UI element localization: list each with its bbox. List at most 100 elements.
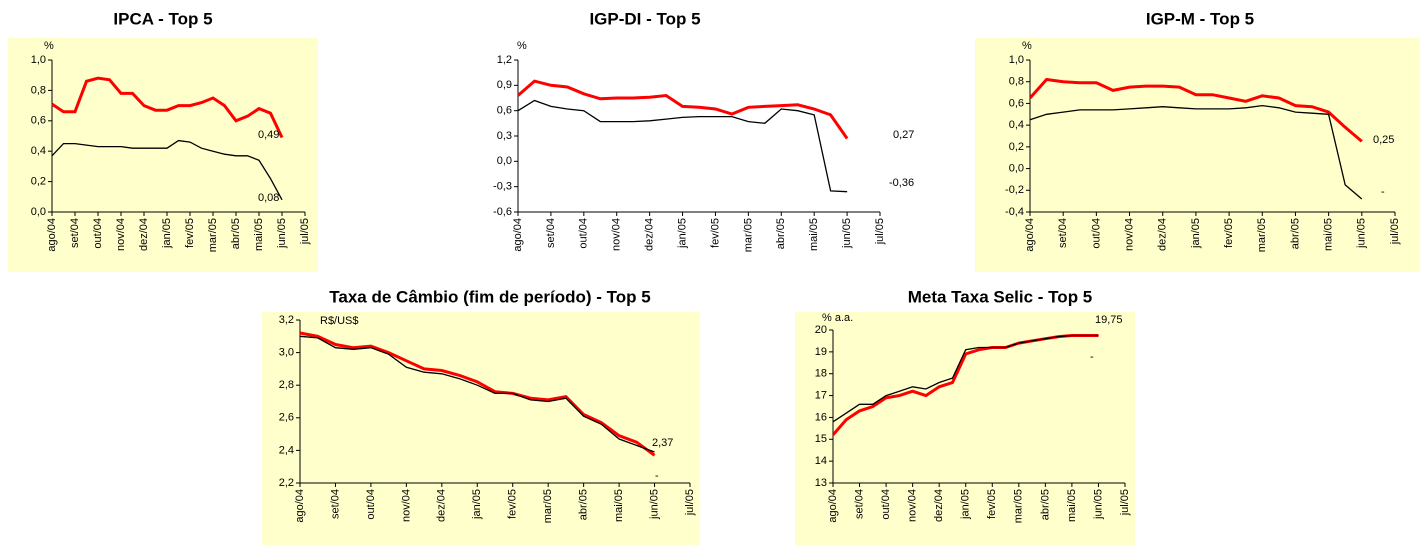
x-tick-label: abr/05: [1289, 218, 1301, 249]
y-tick-label: 17: [815, 389, 827, 401]
y-axis-unit: R$/US$: [320, 315, 359, 327]
x-tick-label: mai/05: [808, 218, 820, 251]
x-tick-label: fev/05: [1223, 218, 1235, 248]
chart-title: IGP-M - Top 5: [1146, 9, 1254, 28]
x-tick-label: mar/05: [1013, 489, 1025, 523]
x-tick-label: out/04: [365, 489, 377, 520]
x-tick-label: fev/05: [986, 489, 998, 519]
y-tick-label: 1,0: [1009, 54, 1024, 66]
y-tick-label: 0,4: [31, 145, 46, 157]
x-tick-label: set/04: [69, 218, 81, 248]
x-tick-label: mai/05: [1066, 489, 1078, 522]
x-tick-label: dez/04: [436, 489, 448, 522]
x-tick-label: mar/05: [742, 218, 754, 252]
y-axis-unit: %: [1022, 40, 1032, 52]
x-tick-label: ago/04: [46, 218, 58, 252]
series-line: [832, 334, 1099, 423]
x-tick-label: jul/05: [299, 218, 311, 245]
series-line: [517, 79, 849, 140]
series-line: [1028, 77, 1363, 143]
y-tick-label: 3,2: [279, 314, 294, 326]
x-tick-label: fev/05: [184, 218, 196, 248]
x-tick-label: jan/05: [471, 489, 483, 520]
y-axis-unit: % a.a.: [822, 312, 853, 324]
x-tick-label: nov/04: [400, 489, 412, 522]
y-tick-label: 2,6: [279, 412, 294, 424]
x-tick-label: mar/05: [1256, 218, 1268, 252]
x-tick-label: out/04: [1090, 218, 1102, 249]
x-tick-label: mar/05: [542, 489, 554, 523]
y-tick-label: 15: [815, 433, 827, 445]
annotation: -: [1090, 351, 1094, 363]
y-tick-label: 16: [815, 411, 827, 423]
y-tick-label: 13: [815, 477, 827, 489]
annotation: 0,49: [258, 129, 279, 141]
x-tick-label: dez/04: [1157, 218, 1169, 251]
x-tick-label: abr/05: [1039, 489, 1051, 520]
chart-panel: [262, 312, 700, 545]
y-tick-label: 18: [815, 368, 827, 380]
y-tick-label: 20: [815, 324, 827, 336]
annotation: 2,37: [652, 437, 673, 449]
y-tick-label: 0,6: [497, 105, 512, 117]
x-tick-label: jan/05: [161, 218, 173, 249]
y-tick-label: -0,2: [1005, 184, 1024, 196]
x-tick-label: mai/05: [613, 489, 625, 522]
x-tick-label: ago/04: [1024, 218, 1036, 252]
y-tick-label: -0,6: [493, 206, 512, 218]
y-tick-label: 0,0: [497, 155, 512, 167]
x-tick-label: mai/05: [1323, 218, 1335, 251]
x-tick-label: out/04: [880, 489, 892, 520]
series-line: [299, 331, 656, 457]
x-tick-label: abr/05: [775, 218, 787, 249]
x-tick-label: mai/05: [253, 218, 265, 251]
chart-title: IGP-DI - Top 5: [589, 9, 700, 28]
x-tick-label: set/04: [545, 218, 557, 248]
series-line: [1029, 104, 1363, 200]
x-tick-label: jun/05: [1356, 218, 1368, 249]
y-tick-label: -0,3: [493, 181, 512, 193]
chart: IGP-M - Top 5% -0,4 -0,2 0,0 0,2 0,4 0,6 0,8 1,0…: [975, 9, 1420, 272]
annotation: 0,27: [893, 129, 914, 141]
chart-panel: [8, 38, 318, 272]
x-tick-label: out/04: [578, 218, 590, 249]
y-tick-label: 19: [815, 346, 827, 358]
x-tick-label: ago/04: [294, 489, 306, 523]
y-axis-unit: %: [517, 40, 527, 52]
x-tick-label: jul/05: [1389, 218, 1401, 245]
x-tick-label: fev/05: [709, 218, 721, 248]
y-tick-label: 2,4: [279, 444, 294, 456]
series-line: [51, 139, 283, 201]
x-tick-label: set/04: [853, 489, 865, 519]
y-tick-label: 3,0: [279, 347, 294, 359]
y-tick-label: 0,4: [1009, 119, 1024, 131]
x-tick-label: abr/05: [230, 218, 242, 249]
x-tick-label: dez/04: [933, 489, 945, 522]
annotation: -: [655, 470, 659, 482]
annotation: 0,08: [258, 192, 279, 204]
y-tick-label: 0,6: [31, 115, 46, 127]
x-tick-label: dez/04: [644, 218, 656, 251]
series-line: [517, 99, 848, 193]
x-tick-label: dez/04: [138, 218, 150, 251]
y-tick-label: 0,3: [497, 130, 512, 142]
x-tick-label: jun/05: [1092, 489, 1104, 520]
x-tick-label: set/04: [329, 489, 341, 519]
x-tick-label: jan/05: [676, 218, 688, 249]
y-tick-label: 0,2: [31, 176, 46, 188]
chart: Taxa de Câmbio (fim de período) - Top 5 R…: [262, 287, 700, 545]
x-tick-label: abr/05: [578, 489, 590, 520]
x-tick-label: ago/04: [827, 489, 839, 523]
x-tick-label: jul/05: [874, 218, 886, 245]
series-line: [299, 335, 655, 453]
x-tick-label: jan/05: [1190, 218, 1202, 249]
annotation: 0,25: [1373, 134, 1394, 146]
y-tick-label: 0,6: [1009, 97, 1024, 109]
y-axis-unit: %: [44, 40, 54, 52]
x-tick-label: jul/05: [1119, 489, 1131, 516]
x-tick-label: nov/04: [1123, 218, 1135, 251]
series-line: [51, 76, 284, 139]
x-tick-label: nov/04: [907, 489, 919, 522]
y-tick-label: 0,2: [1009, 141, 1024, 153]
